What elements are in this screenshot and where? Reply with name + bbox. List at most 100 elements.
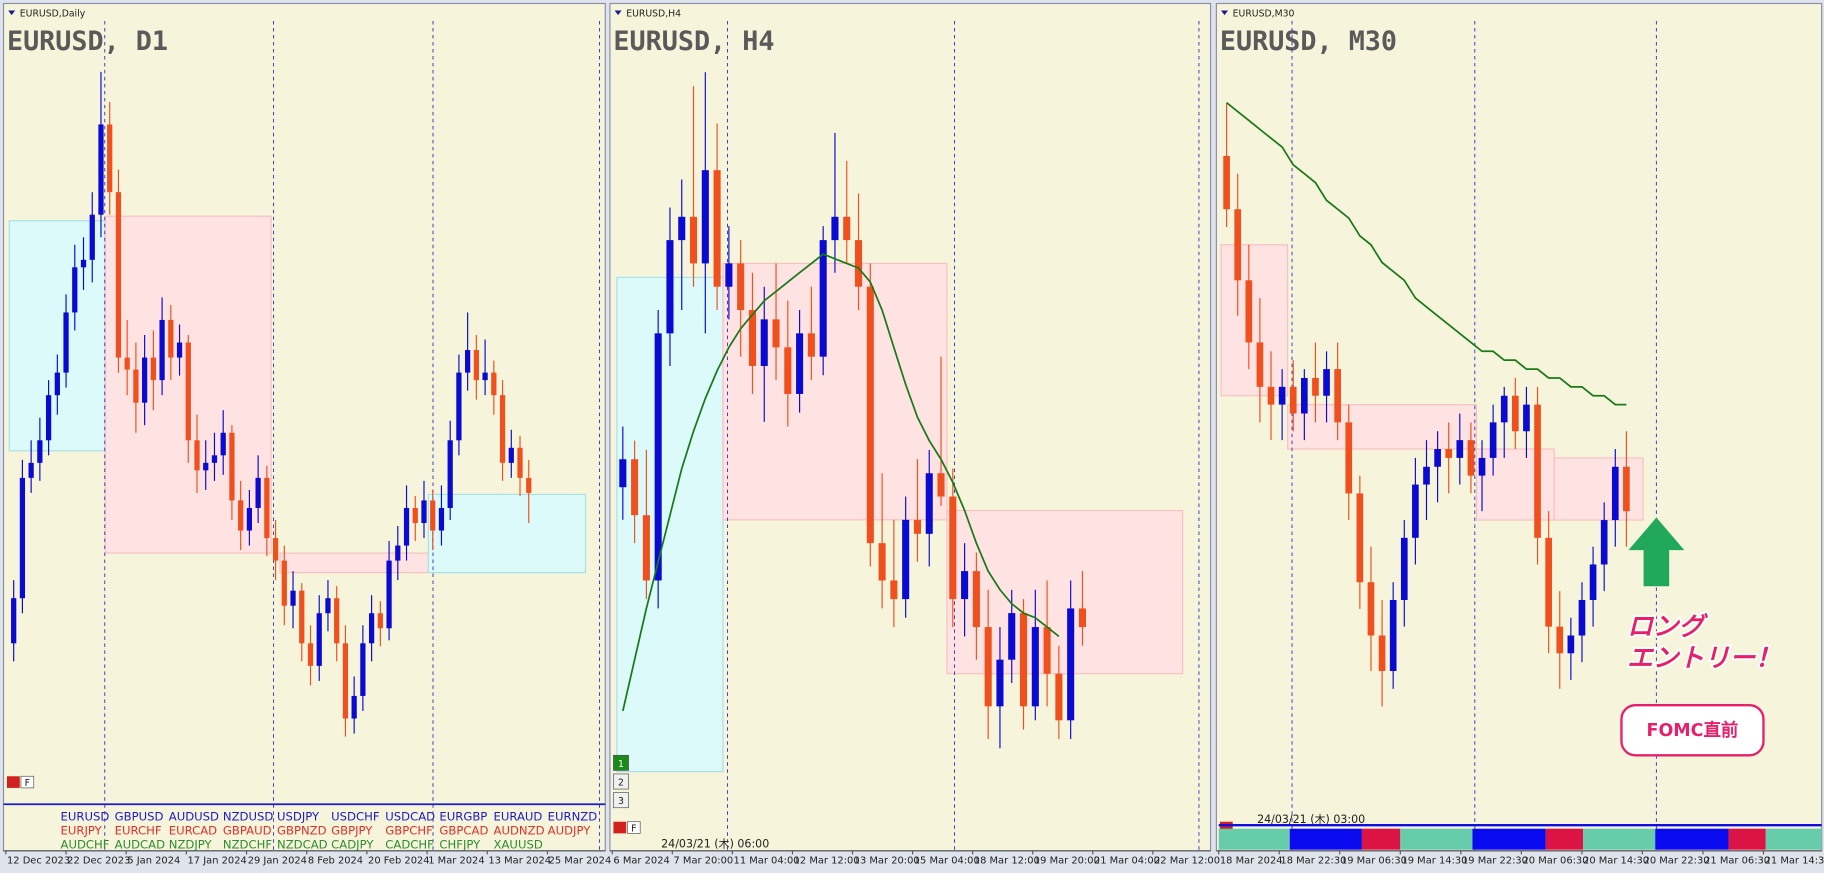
currency-pair: CADCHF [385, 838, 434, 852]
level-button[interactable] [613, 773, 629, 790]
candle-body [961, 571, 969, 600]
candle-body [913, 519, 921, 534]
candle-body [133, 369, 139, 403]
candle-body [1412, 484, 1419, 538]
candle-body [831, 216, 839, 241]
currency-pair: EURJPY [61, 824, 103, 838]
level-button[interactable] [613, 792, 629, 809]
level-button-label: 2 [618, 778, 624, 789]
close-button [613, 821, 627, 834]
candle-body [1323, 369, 1330, 396]
currency-pair: USDJPY [277, 810, 320, 824]
candle-body [666, 240, 674, 334]
candle-body [45, 395, 52, 441]
toolbar-button[interactable] [627, 821, 641, 834]
candle-body [890, 580, 898, 600]
x-tick-label: 29 Jan 2024 [248, 856, 307, 867]
candle-body [937, 473, 945, 497]
candle-body [772, 319, 780, 348]
candle-body [246, 507, 253, 531]
candle-body [1589, 564, 1597, 600]
panel-header [611, 4, 1210, 21]
candle-body [508, 447, 514, 463]
currency-pair: XAUUSD [494, 838, 543, 852]
candle-body [456, 372, 462, 441]
candle-body [272, 538, 279, 561]
candle-body [368, 613, 375, 644]
level-button[interactable] [613, 754, 629, 771]
candle-body [220, 432, 226, 456]
candle-body [334, 598, 340, 644]
candle-body [760, 319, 768, 366]
candle-body [1223, 155, 1230, 210]
candle-body [1456, 440, 1464, 458]
panel-header [4, 4, 605, 21]
window-label: EURUSD,H4 [626, 8, 681, 19]
candle-body [1512, 395, 1519, 432]
toolbar-label: F [25, 778, 30, 789]
candle-body [866, 286, 874, 544]
candle-body [115, 192, 122, 358]
toolbar-label: F [631, 824, 636, 835]
currency-pair: NZDCAD [277, 838, 328, 852]
candle-body [238, 500, 244, 531]
candle-body [1245, 280, 1253, 343]
resistance-zone [1220, 244, 1289, 397]
candle-body [619, 459, 627, 488]
cursor-time: 24/03/21 (木) 03:00 [1257, 813, 1365, 826]
entry-annotation: ロング [1627, 612, 1708, 642]
close-button [1219, 821, 1233, 834]
candle-body [72, 267, 78, 313]
candle-body [878, 543, 886, 581]
currency-pair: GBPAUD [223, 824, 272, 838]
candle-body [517, 447, 523, 478]
x-tick-label: 12 Dec 2023 [7, 856, 70, 867]
x-tick-label: 19 Mar 20:00 [1034, 856, 1100, 867]
candle-body [80, 259, 87, 268]
candle-body [98, 124, 104, 215]
x-tick-label: 20 Mar 06:30 [1523, 856, 1589, 867]
panel-header [1217, 4, 1821, 21]
candle-body [972, 571, 980, 628]
candle-body [631, 459, 639, 516]
session-segment [1765, 828, 1822, 850]
candle-body [701, 170, 709, 264]
currency-pair: AUDCHF [61, 838, 110, 852]
candle-body [150, 357, 156, 381]
candle-body [28, 462, 34, 478]
x-tick-label: 12 Mar 12:00 [794, 856, 860, 867]
candle-body [1008, 613, 1016, 660]
candle-body [1043, 627, 1051, 674]
overlay: ロング エントリー！ FOMC直前 [1218, 517, 1822, 850]
session-segment [1545, 828, 1584, 850]
currency-pair: EURAUD [494, 810, 543, 824]
x-tick-label: 21 Mar 06:30 [1704, 856, 1770, 867]
toolbar-button[interactable] [20, 775, 35, 789]
x-tick-label: 5 Jan 2024 [127, 856, 180, 867]
session-segment [1655, 828, 1729, 850]
candle-body [19, 477, 26, 599]
candle-body [124, 357, 130, 370]
candle-body [142, 357, 148, 403]
level-button-label: 1 [618, 759, 624, 770]
session-segment [1728, 828, 1766, 850]
candle-body [395, 545, 401, 561]
candle-body [412, 507, 418, 523]
candle-body [1289, 386, 1297, 414]
candle-body [1434, 449, 1441, 467]
x-tick-label: 13 Mar 20:00 [854, 856, 920, 867]
candle-body [176, 342, 183, 358]
candle-body [713, 170, 721, 287]
currency-pair: NZDJPY [169, 838, 213, 852]
currency-pair: EURCHF [115, 824, 162, 838]
candle-body [1545, 537, 1552, 627]
level-button-label: 3 [618, 796, 624, 807]
candle-body [1367, 582, 1375, 636]
currency-pair: GBPJPY [331, 824, 373, 838]
session-segment [1361, 828, 1401, 850]
candle-body [325, 598, 331, 614]
entry-arrow [1628, 517, 1685, 587]
